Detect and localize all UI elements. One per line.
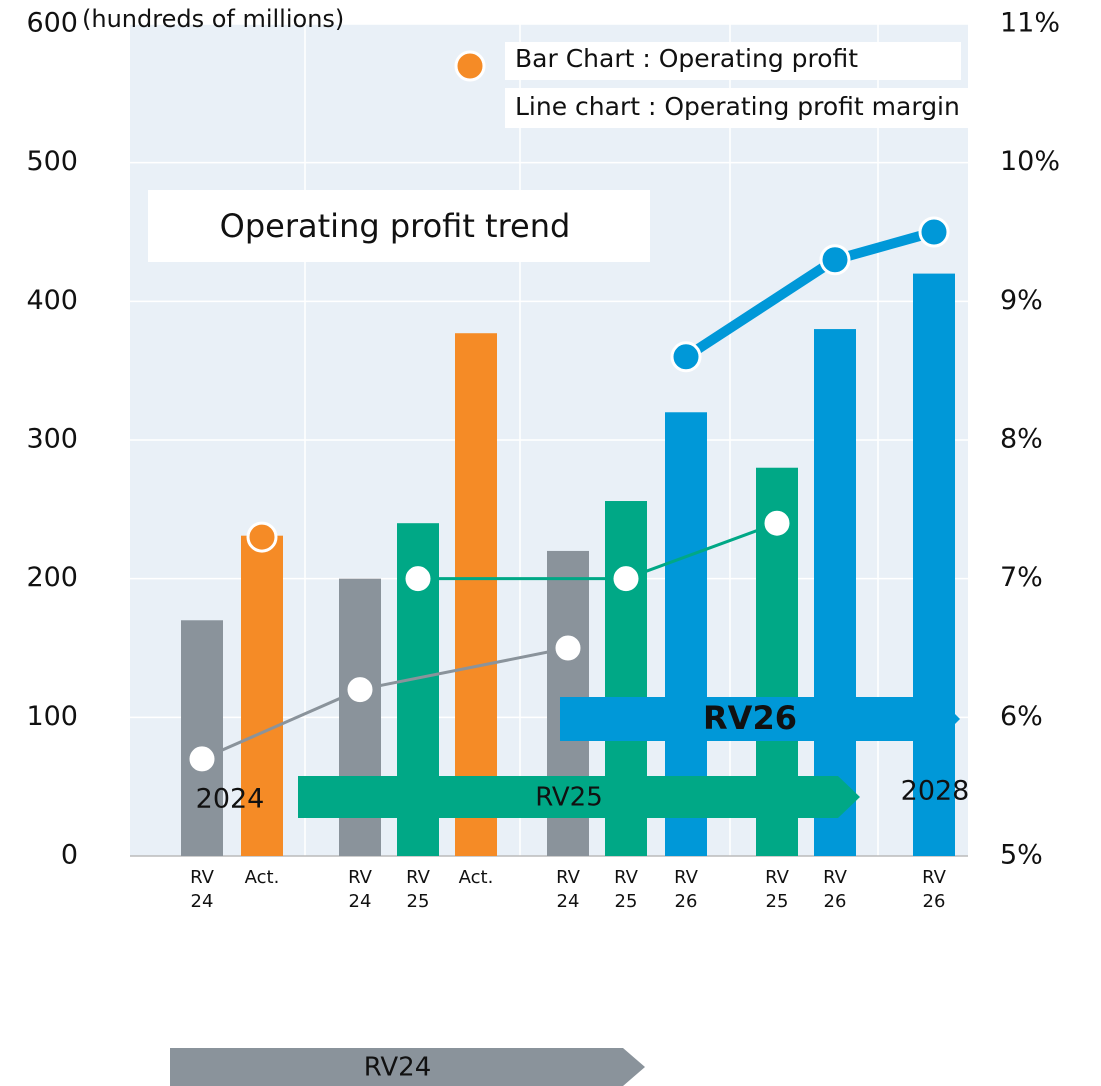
margin-marker bbox=[344, 674, 376, 706]
margin-marker bbox=[918, 216, 950, 248]
bar bbox=[814, 329, 856, 857]
y2-tick-label: 6% bbox=[1000, 701, 1043, 732]
margin-marker bbox=[246, 521, 278, 553]
x-group-label: 2028 bbox=[901, 776, 970, 807]
plan-label: RV25 bbox=[535, 783, 603, 813]
x-tick-label: RV 25 bbox=[406, 867, 431, 912]
margin-marker bbox=[552, 632, 584, 664]
margin-marker bbox=[761, 507, 793, 539]
x-tick-label: RV 24 bbox=[556, 867, 581, 912]
margin-marker bbox=[819, 244, 851, 276]
margin-marker bbox=[402, 563, 434, 595]
bar bbox=[913, 273, 955, 857]
chart-title: Operating profit trend bbox=[220, 207, 571, 245]
legend-label: Line chart : Operating profit margin bbox=[515, 92, 960, 121]
bar bbox=[241, 535, 283, 856]
y-tick-label: 600 bbox=[26, 8, 78, 39]
y-tick-label: 400 bbox=[26, 285, 78, 316]
legend-marker bbox=[454, 50, 486, 82]
legend-box bbox=[505, 42, 961, 80]
y2-tick-label: 8% bbox=[1000, 424, 1043, 455]
margin-marker bbox=[610, 563, 642, 595]
plan-label: RV24 bbox=[364, 1053, 432, 1083]
y-tick-label: 200 bbox=[26, 562, 78, 593]
x-tick-label: RV 25 bbox=[614, 867, 639, 912]
margin-marker bbox=[186, 743, 218, 775]
y2-tick-label: 5% bbox=[1000, 840, 1043, 871]
legend-box bbox=[505, 88, 1061, 128]
bar bbox=[181, 620, 223, 856]
x-tick-label: RV 24 bbox=[348, 867, 373, 912]
y2-tick-label: 9% bbox=[1000, 285, 1043, 316]
x-tick-label: RV 26 bbox=[922, 867, 947, 912]
x-tick-label: Act. bbox=[245, 867, 280, 888]
plan-arrow bbox=[560, 697, 960, 741]
x-group-label: 2024 bbox=[196, 784, 265, 815]
x-tick-label: Act. bbox=[459, 867, 494, 888]
y2-tick-label: 10% bbox=[1000, 146, 1060, 177]
y-tick-label: 0 bbox=[61, 840, 78, 871]
plan-arrow bbox=[170, 1048, 645, 1086]
y-tick-label: 100 bbox=[26, 701, 78, 732]
plan-label: RV26 bbox=[703, 699, 797, 737]
y2-tick-label: 7% bbox=[1000, 562, 1043, 593]
margin-marker bbox=[670, 341, 702, 373]
plan-arrow bbox=[298, 776, 860, 818]
y2-tick-label: 11% bbox=[1000, 8, 1060, 39]
x-tick-label: RV 25 bbox=[765, 867, 790, 912]
y-axis-label: (hundreds of millions) bbox=[82, 5, 344, 33]
y-tick-label: 300 bbox=[26, 424, 78, 455]
bar bbox=[455, 333, 497, 856]
y-tick-label: 500 bbox=[26, 146, 78, 177]
x-tick-label: RV 26 bbox=[823, 867, 848, 912]
x-tick-label: RV 26 bbox=[674, 867, 699, 912]
x-tick-label: RV 24 bbox=[190, 867, 215, 912]
legend-label: Bar Chart : Operating profit bbox=[515, 44, 858, 73]
title-box bbox=[148, 190, 650, 262]
